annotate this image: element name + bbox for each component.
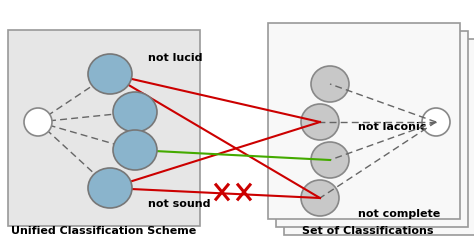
Ellipse shape: [88, 168, 132, 208]
Ellipse shape: [301, 180, 339, 216]
Text: not sound: not sound: [148, 199, 210, 209]
Text: not laconic: not laconic: [358, 122, 427, 132]
Text: Unified Classification Scheme: Unified Classification Scheme: [11, 226, 197, 236]
Ellipse shape: [311, 142, 349, 178]
Ellipse shape: [113, 92, 157, 132]
Ellipse shape: [311, 66, 349, 102]
Ellipse shape: [422, 108, 450, 136]
Text: not lucid: not lucid: [148, 53, 202, 63]
Ellipse shape: [24, 108, 52, 136]
Bar: [276, 31, 468, 227]
Ellipse shape: [88, 54, 132, 94]
Bar: [8, 30, 200, 226]
Ellipse shape: [301, 104, 339, 140]
Text: not complete: not complete: [358, 209, 440, 219]
Ellipse shape: [113, 130, 157, 170]
Bar: [268, 23, 460, 219]
Bar: [284, 39, 474, 235]
Text: Set of Classifications: Set of Classifications: [302, 226, 434, 236]
